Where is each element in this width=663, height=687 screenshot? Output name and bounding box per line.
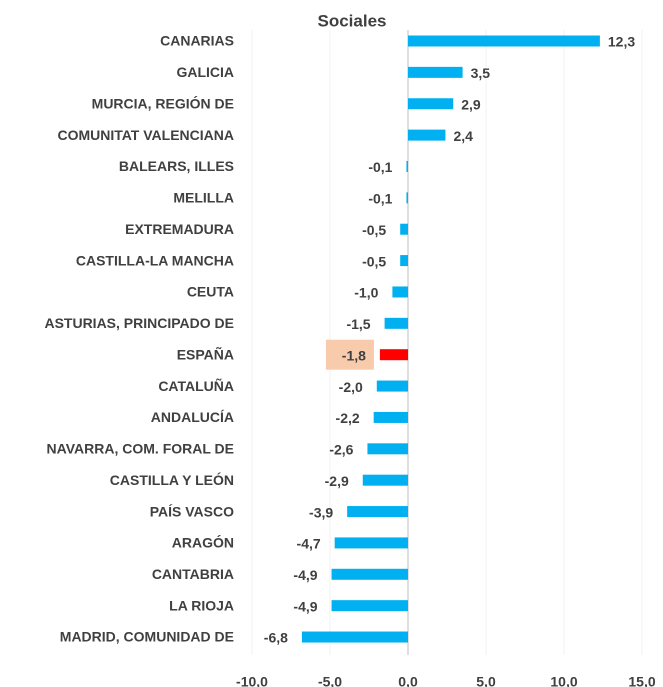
y-tick-label: ARAGÓN xyxy=(172,534,234,551)
bar xyxy=(376,380,408,392)
y-tick-label: COMUNITAT VALENCIANA xyxy=(57,127,234,143)
bar xyxy=(408,66,463,78)
bar xyxy=(331,568,408,580)
x-tick-label: -5,0 xyxy=(318,674,342,687)
x-tick-label: 15,0 xyxy=(628,674,655,687)
value-label: -0,5 xyxy=(362,253,386,269)
bar xyxy=(408,35,600,47)
bar xyxy=(347,506,408,518)
value-label: -0,5 xyxy=(362,222,386,238)
y-tick-label: ESPAÑA xyxy=(177,345,234,362)
x-tick-label: 0,0 xyxy=(398,674,418,687)
value-label: -6,8 xyxy=(264,630,288,646)
y-tick-label: MELILLA xyxy=(173,190,234,206)
value-label: -0,1 xyxy=(368,159,392,175)
x-tick-label: 5,0 xyxy=(476,674,496,687)
y-tick-label: EXTREMADURA xyxy=(125,221,234,237)
y-tick-label: NAVARRA, COM. FORAL DE xyxy=(47,441,234,457)
value-label: -0,1 xyxy=(368,191,392,207)
value-label: -1,8 xyxy=(342,347,366,363)
bar xyxy=(331,600,408,612)
value-label: 2,4 xyxy=(453,128,473,144)
y-tick-label: ANDALUCÍA xyxy=(151,409,234,425)
x-tick-label: 10,0 xyxy=(550,674,577,687)
y-tick-label: ASTURIAS, PRINCIPADO DE xyxy=(44,315,234,331)
bar xyxy=(301,631,408,643)
value-label: -1,5 xyxy=(346,316,370,332)
value-label: 2,9 xyxy=(461,96,481,112)
bar xyxy=(400,255,408,267)
value-label: 12,3 xyxy=(608,34,635,50)
bar xyxy=(408,129,446,141)
bar xyxy=(379,349,408,361)
bar xyxy=(367,443,408,455)
y-tick-label: CASTILLA-LA MANCHA xyxy=(76,252,234,268)
bar xyxy=(362,474,408,486)
label-background xyxy=(325,339,374,370)
y-tick-label: GALICIA xyxy=(176,64,234,80)
y-tick-label: PAÍS VASCO xyxy=(150,503,234,519)
value-label: -3,9 xyxy=(309,504,333,520)
y-tick-label: MURCIA, REGIÓN DE xyxy=(92,94,234,111)
value-label: -4,7 xyxy=(297,536,321,552)
bar xyxy=(408,98,454,110)
bar xyxy=(406,192,408,204)
y-tick-label: CEUTA xyxy=(187,284,234,300)
y-tick-label: MADRID, COMUNIDAD DE xyxy=(60,629,234,645)
value-label: -4,9 xyxy=(293,567,317,583)
y-tick-label: CANTABRIA xyxy=(152,566,234,582)
y-tick-label: BALEARS, ILLES xyxy=(119,158,234,174)
bar xyxy=(392,286,408,298)
value-label: -2,0 xyxy=(339,379,363,395)
bar xyxy=(334,537,408,549)
y-tick-label: CANARIAS xyxy=(160,33,234,49)
value-label: -1,0 xyxy=(354,285,378,301)
value-label: -2,6 xyxy=(329,442,353,458)
bar xyxy=(384,317,408,329)
y-tick-label: CATALUÑA xyxy=(158,377,234,394)
y-tick-label: LA RIOJA xyxy=(169,597,234,613)
value-label: -2,2 xyxy=(336,410,360,426)
value-label: 3,5 xyxy=(471,65,491,81)
bar xyxy=(400,223,408,235)
x-tick-label: -10,0 xyxy=(236,674,268,687)
bar xyxy=(406,160,408,172)
chart-title: Sociales xyxy=(318,11,387,30)
y-tick-label: CASTILLA Y LEÓN xyxy=(110,471,234,488)
value-label: -4,9 xyxy=(293,598,317,614)
bar xyxy=(373,411,408,423)
value-label: -2,9 xyxy=(325,473,349,489)
